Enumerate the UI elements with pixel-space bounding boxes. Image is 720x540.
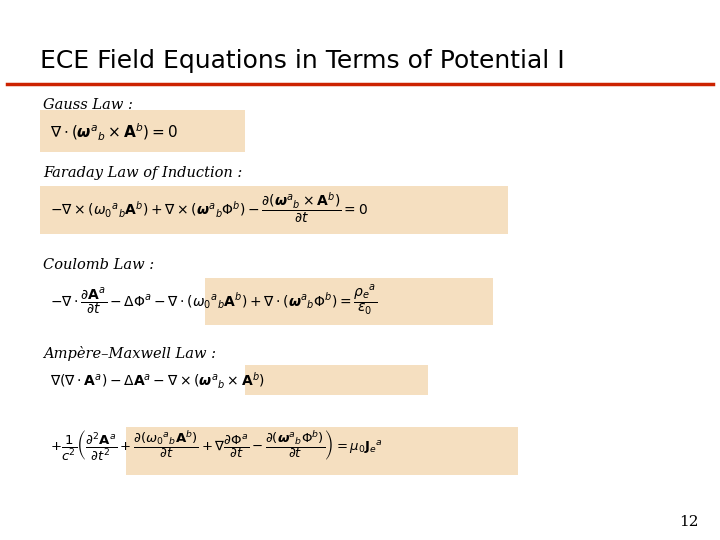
Text: ECE Field Equations in Terms of Potential I: ECE Field Equations in Terms of Potentia… bbox=[40, 49, 564, 72]
Text: $+\dfrac{1}{c^{2}}\left(\dfrac{\partial^{2}\mathbf{A}^{a}}{\partial t^{2}} + \df: $+\dfrac{1}{c^{2}}\left(\dfrac{\partial^… bbox=[50, 429, 383, 462]
Text: Coulomb Law :: Coulomb Law : bbox=[43, 258, 154, 272]
FancyBboxPatch shape bbox=[40, 110, 245, 152]
Text: 12: 12 bbox=[679, 515, 698, 529]
Text: Gauss Law :: Gauss Law : bbox=[43, 98, 133, 112]
Text: $\nabla(\nabla \cdot \mathbf{A}^{a}) - \Delta\mathbf{A}^{a} - \nabla \times (\bo: $\nabla(\nabla \cdot \mathbf{A}^{a}) - \… bbox=[50, 370, 265, 391]
Text: $-\nabla \times (\omega_{0}{}^{a}{}_{b}\mathbf{A}^{b}) + \nabla \times (\boldsym: $-\nabla \times (\omega_{0}{}^{a}{}_{b}\… bbox=[50, 191, 369, 225]
Text: $\nabla \cdot (\boldsymbol{\omega}^{a}{}_{b} \times \mathbf{A}^{b}) = 0$: $\nabla \cdot (\boldsymbol{\omega}^{a}{}… bbox=[50, 122, 179, 143]
FancyBboxPatch shape bbox=[40, 186, 508, 234]
Text: Ampère–Maxwell Law :: Ampère–Maxwell Law : bbox=[43, 346, 216, 361]
FancyBboxPatch shape bbox=[205, 278, 493, 325]
Text: Faraday Law of Induction :: Faraday Law of Induction : bbox=[43, 166, 243, 180]
FancyBboxPatch shape bbox=[245, 365, 428, 395]
Text: $-\nabla \cdot \dfrac{\partial \mathbf{A}^{a}}{\partial t} - \Delta\Phi^{a} - \n: $-\nabla \cdot \dfrac{\partial \mathbf{A… bbox=[50, 283, 377, 316]
FancyBboxPatch shape bbox=[126, 427, 518, 475]
